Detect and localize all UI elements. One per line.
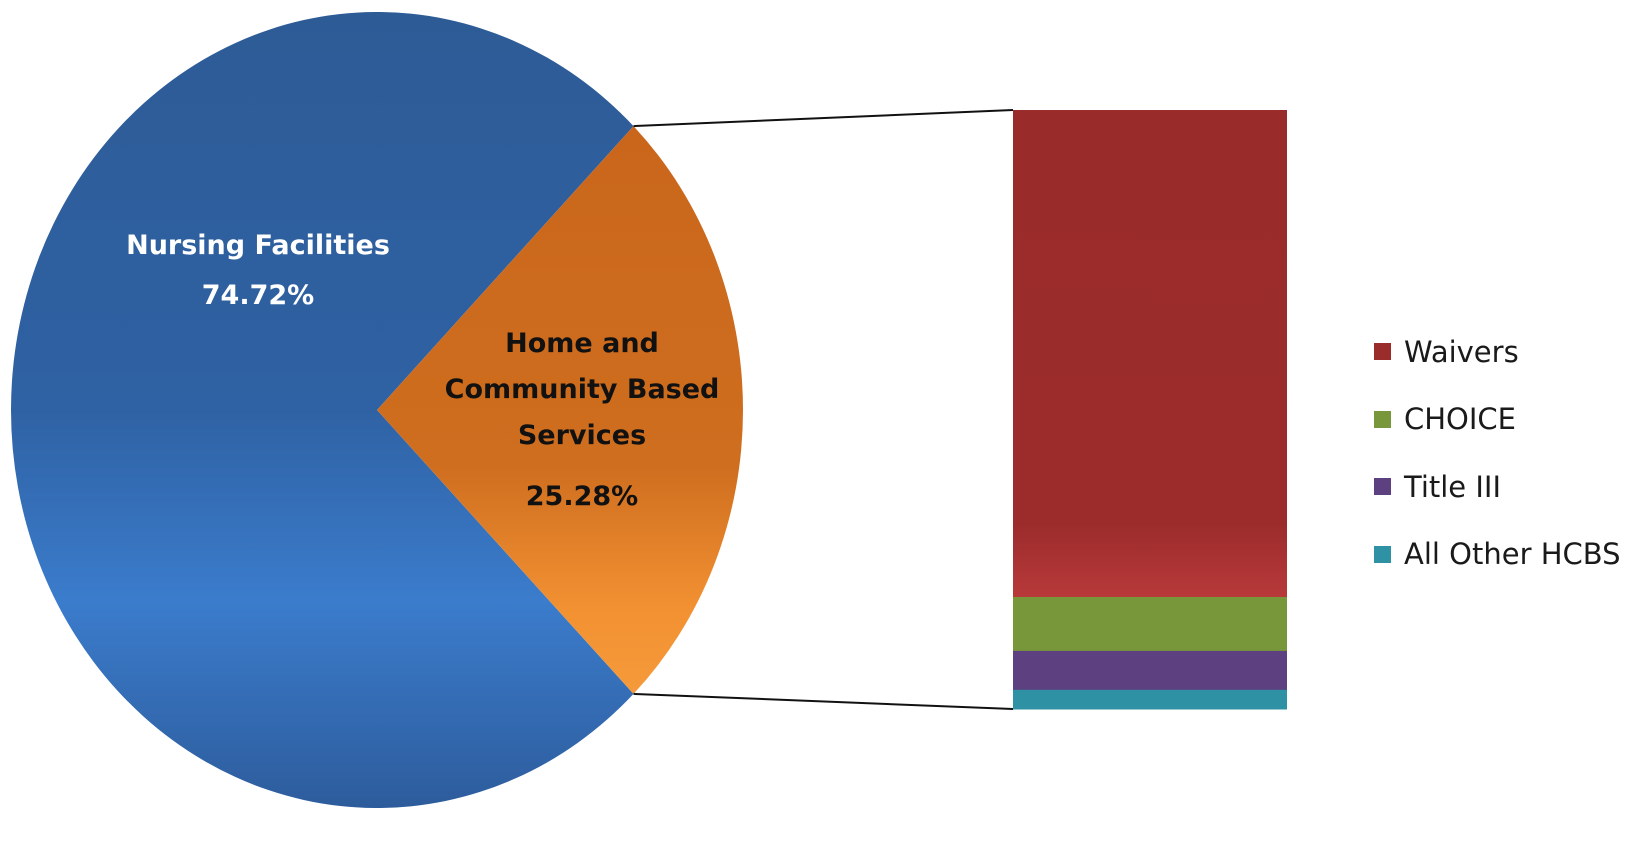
pie-label-hcbs-name: Home and Community Based Services	[445, 328, 720, 451]
legend-item-all-other-hcbs: All Other HCBS	[1374, 521, 1621, 589]
legend-item-choice: CHOICE	[1374, 386, 1621, 454]
bar-segment-waivers	[1013, 110, 1287, 598]
legend-swatch-waivers	[1374, 343, 1391, 361]
bar-segment-title-iii	[1013, 650, 1287, 691]
legend-label-waivers: Waivers	[1404, 334, 1519, 369]
stacked-bar	[1013, 110, 1287, 710]
pie	[11, 11, 743, 809]
legend-item-waivers: Waivers	[1374, 318, 1621, 386]
connector-line-bottom	[633, 692, 1014, 710]
pie-slice-nursing-facilities	[11, 11, 634, 809]
pie-label-nursing-facilities-value: 74.72%	[202, 280, 314, 311]
legend-label-choice: CHOICE	[1404, 402, 1517, 437]
legend-swatch-choice	[1374, 410, 1391, 428]
pie-slice-hcbs	[377, 126, 743, 694]
bar-segment-choice	[1013, 596, 1287, 652]
connector-lines	[633, 109, 1014, 710]
legend: Waivers CHOICE Title III All Other HCBS	[1374, 318, 1621, 588]
pie-label-nursing-facilities-name: Nursing Facilities	[126, 230, 390, 261]
pie-label-hcbs: Home and Community Based Services 25.28%	[445, 328, 720, 512]
pie-label-nursing-facilities: Nursing Facilities 74.72%	[126, 230, 390, 311]
connector-line-top	[633, 109, 1014, 128]
legend-label-all-other-hcbs: All Other HCBS	[1404, 537, 1621, 572]
pie-label-hcbs-value: 25.28%	[526, 481, 638, 512]
legend-item-title-iii: Title III	[1374, 453, 1621, 521]
legend-swatch-all-other-hcbs	[1374, 545, 1391, 563]
legend-label-title-iii: Title III	[1404, 469, 1502, 504]
legend-swatch-title-iii	[1374, 478, 1391, 496]
bar-segment-all-other-hcbs	[1013, 689, 1287, 710]
